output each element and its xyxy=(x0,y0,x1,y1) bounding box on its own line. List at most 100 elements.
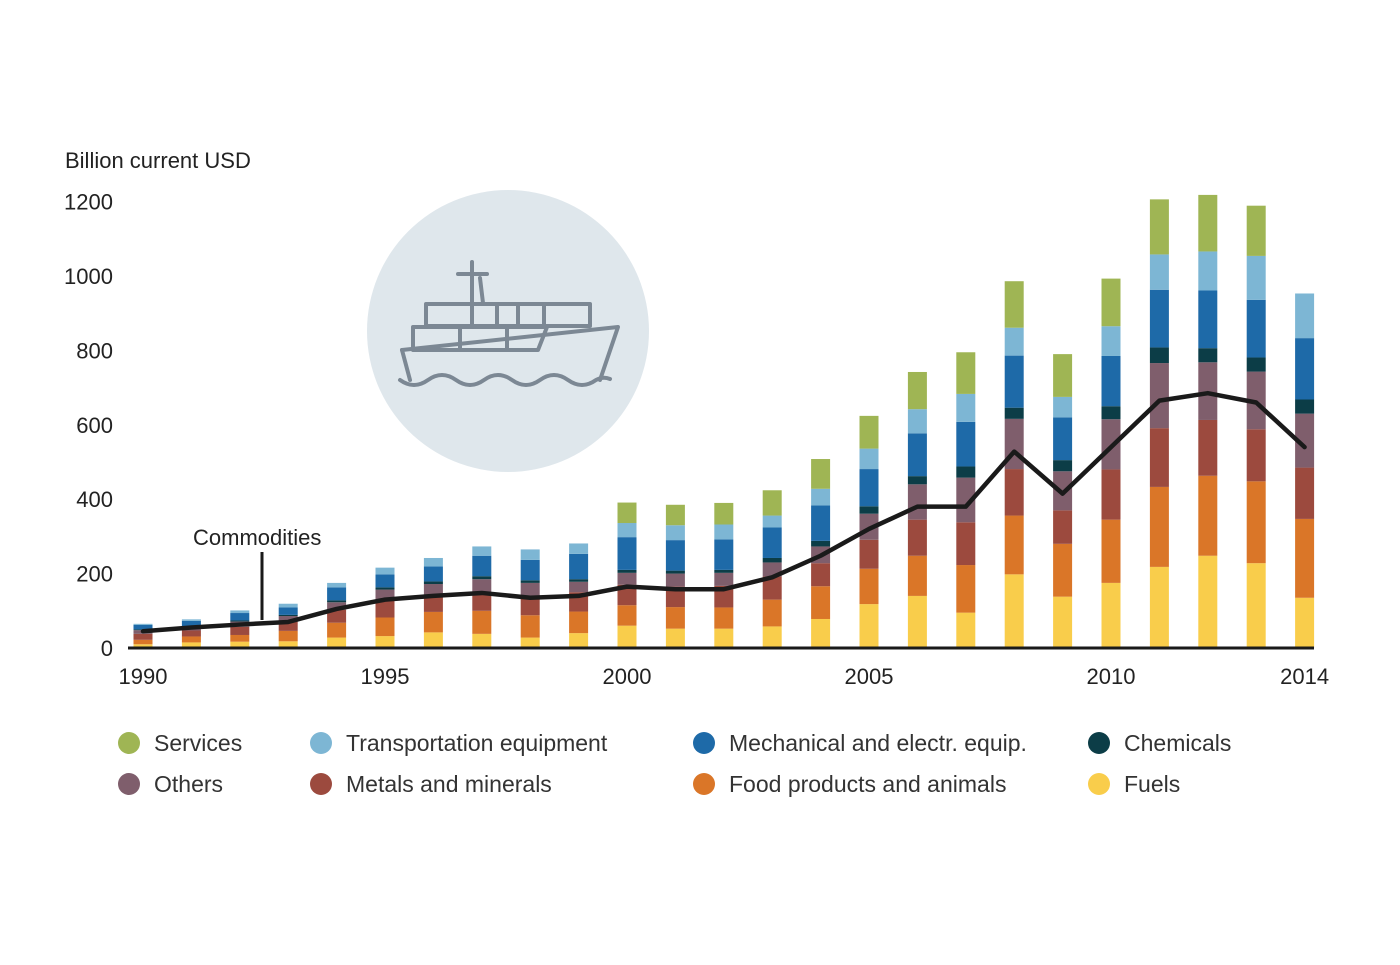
legend-item: Metals and minerals xyxy=(310,769,552,799)
bar-segment xyxy=(472,610,492,634)
bar-segment xyxy=(956,393,976,422)
bar-segment xyxy=(230,610,250,614)
bar-segment xyxy=(907,484,927,520)
bar-segment xyxy=(133,644,153,648)
bar-segment xyxy=(665,540,685,571)
bar-segment xyxy=(569,611,589,634)
bar-segment xyxy=(423,584,443,596)
bar-segment xyxy=(665,607,685,629)
bar-segment xyxy=(472,576,492,580)
bar-segment xyxy=(762,490,782,516)
bar-segment xyxy=(520,582,540,596)
y-tick-label: 1000 xyxy=(64,264,113,289)
bar-segment xyxy=(1295,597,1315,648)
bar-segment xyxy=(1004,469,1024,516)
bar-segment xyxy=(1149,347,1169,364)
bar-segment xyxy=(1246,481,1266,564)
bar-segment xyxy=(1246,563,1266,648)
bar-segment xyxy=(762,576,782,600)
bar-segment xyxy=(907,409,927,434)
x-tick-label: 1995 xyxy=(361,664,410,689)
bar-segment xyxy=(569,633,589,648)
bar-segment xyxy=(181,630,201,637)
bar-segment xyxy=(762,626,782,648)
bar-segment xyxy=(375,600,395,618)
commodities-annotation-label: Commodities xyxy=(193,525,321,550)
bar-segment xyxy=(811,586,831,619)
bar-segment xyxy=(907,595,927,648)
bar-segment xyxy=(375,587,395,590)
bar-segment xyxy=(1053,354,1073,397)
bar-segment xyxy=(762,557,782,563)
bar-segment xyxy=(762,599,782,627)
bar-segment xyxy=(714,539,734,570)
bar-segment xyxy=(617,584,637,606)
bar-segment xyxy=(1101,469,1121,520)
bar-segment xyxy=(472,633,492,648)
bar-segment xyxy=(1101,278,1121,327)
bar-segment xyxy=(375,636,395,648)
bar-segment xyxy=(181,619,201,621)
legend-item: Mechanical and electr. equip. xyxy=(693,728,1027,758)
bar-segment xyxy=(811,563,831,587)
commodities-annotation: Commodities xyxy=(193,525,321,620)
y-tick-label: 800 xyxy=(76,338,113,363)
bar-segment xyxy=(1004,327,1024,356)
bar-segment xyxy=(1246,299,1266,358)
legend-label: Mechanical and electr. equip. xyxy=(729,729,1027,756)
legend-label: Fuels xyxy=(1124,770,1181,797)
bar-segment xyxy=(375,574,395,588)
bar-segment xyxy=(1295,399,1315,414)
legend-swatch xyxy=(310,732,332,754)
bar-segment xyxy=(1149,289,1169,348)
bar-segment xyxy=(569,553,589,580)
bar-segment xyxy=(617,502,637,524)
bar-segment xyxy=(1101,355,1121,407)
bar-segment xyxy=(665,570,685,574)
bar-segment xyxy=(1053,396,1073,418)
bar-segment xyxy=(714,607,734,629)
legend-item: Services xyxy=(118,728,242,758)
y-tick-label: 400 xyxy=(76,487,113,512)
bar-segment xyxy=(327,637,347,648)
bar-segment xyxy=(327,602,347,610)
bar-segment xyxy=(1198,475,1218,556)
bar-segment xyxy=(181,620,201,627)
bar-segment xyxy=(1198,194,1218,252)
bar-segment xyxy=(569,543,589,554)
bar-segment xyxy=(956,522,976,566)
bar-segment xyxy=(520,615,540,638)
bar-segment xyxy=(230,620,250,622)
bar-segment xyxy=(1149,428,1169,487)
bar-segment xyxy=(907,555,927,596)
bar-segment xyxy=(520,580,540,583)
bar-segment xyxy=(956,352,976,394)
legend-label: Others xyxy=(154,770,224,797)
chart-legend: Services Transportation equipment Mechanic… xyxy=(118,728,1318,818)
bar-segment xyxy=(617,523,637,538)
bar-segment xyxy=(1053,510,1073,544)
legend-swatch xyxy=(118,773,140,795)
bar-segment xyxy=(569,579,589,582)
bar-segment xyxy=(956,612,976,648)
legend-swatch xyxy=(1088,732,1110,754)
bar-segment xyxy=(1198,290,1218,349)
bar-segment xyxy=(714,502,734,525)
legend-swatch xyxy=(693,773,715,795)
bar-segment xyxy=(1246,205,1266,256)
bar-segment xyxy=(230,613,250,621)
y-tick-label: 1200 xyxy=(64,190,113,215)
bar-segment xyxy=(472,592,492,611)
legend-swatch xyxy=(1088,773,1110,795)
bar-segment xyxy=(1101,406,1121,420)
bar-segment xyxy=(1101,326,1121,356)
bar-segment xyxy=(1295,338,1315,400)
bar-segment xyxy=(327,582,347,588)
bar-segment xyxy=(181,636,201,643)
bar-segment xyxy=(859,448,879,470)
bar-segment xyxy=(859,604,879,648)
y-tick-label: 200 xyxy=(76,562,113,587)
bar-segment xyxy=(1149,486,1169,567)
bar-segment xyxy=(1004,515,1024,575)
